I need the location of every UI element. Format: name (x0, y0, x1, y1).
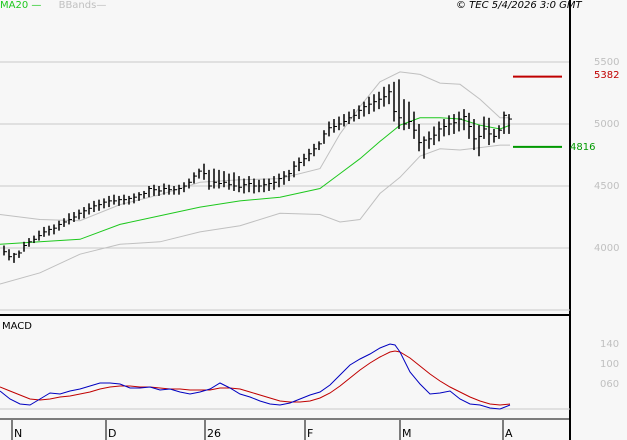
x-label: F (307, 427, 314, 440)
bband-lower-line (0, 144, 510, 285)
macd-label-140: 140 (600, 339, 620, 350)
support-label: 4816 (570, 142, 596, 153)
y-label-4000: 4000 (594, 243, 620, 254)
y-label-5000: 5000 (594, 119, 620, 130)
legend-bbands: BBands— (58, 0, 107, 11)
y-label-4500: 4500 (594, 181, 620, 192)
x-label: M (402, 427, 412, 440)
price-grid (0, 61, 570, 249)
macd-label-060: 060 (600, 379, 620, 390)
x-label: D (108, 427, 117, 440)
chart-legend: MA20 — BBands— (0, 0, 106, 11)
x-label: N (14, 427, 23, 440)
ohlc-bars (3, 79, 512, 263)
x-label: 26 (207, 427, 221, 440)
legend-ma20: MA20 — (0, 0, 42, 11)
resistance-label: 5382 (594, 70, 620, 81)
copyright-timestamp: © TEC 5/4/2026 3:0 GMT (456, 0, 582, 11)
macd-line (0, 343, 511, 410)
bband-upper-line (0, 71, 510, 222)
macd-signal-line (0, 350, 511, 406)
x-label: A (505, 427, 513, 440)
y-label-5500: 5500 (594, 57, 620, 68)
macd-label-100: 100 (600, 359, 620, 370)
macd-title: MACD (2, 321, 32, 332)
x-axis-ticks (11, 420, 504, 440)
